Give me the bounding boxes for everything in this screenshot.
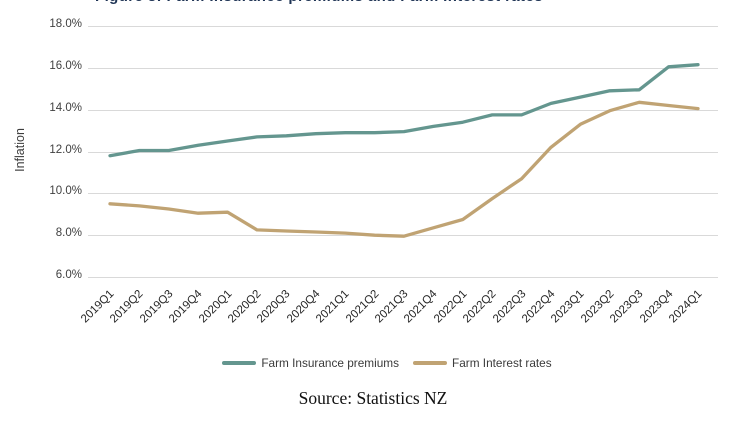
- y-tick-label: 12.0%: [49, 143, 82, 156]
- legend-swatch-insurance: [222, 361, 257, 365]
- legend-label-interest: Farm Interest rates: [452, 356, 552, 370]
- legend-label-insurance: Farm Insurance premiums: [261, 356, 399, 370]
- legend: Farm Insurance premiums Farm Interest ra…: [14, 356, 746, 370]
- y-tick-label: 10.0%: [49, 185, 82, 198]
- farm-insurance-premiums-line: [108, 63, 700, 158]
- gridline: [88, 109, 718, 111]
- y-tick-label: 16.0%: [49, 59, 82, 72]
- figure-title-text: Figure 3: Farm Insurance premiums and Fa…: [95, 0, 706, 5]
- clipped-figure-title: Figure 3: Farm Insurance premiums and Fa…: [95, 0, 706, 6]
- gridline: [88, 151, 718, 153]
- legend-item-farm-interest-rates: Farm Interest rates: [413, 356, 552, 370]
- plot-area: [88, 26, 718, 278]
- gridline: [88, 193, 718, 195]
- gridline: [88, 277, 718, 278]
- legend-swatch-interest: [413, 361, 447, 365]
- y-tick-label: 6.0%: [55, 269, 82, 281]
- source-caption: Source: Statistics NZ: [298, 388, 448, 408]
- y-tick-label: 8.0%: [55, 227, 82, 240]
- y-tick-label: 18.0%: [49, 18, 82, 30]
- gridline: [88, 67, 718, 69]
- gridline: [88, 26, 718, 27]
- line-series-canvas: [108, 63, 700, 238]
- legend-item-farm-insurance-premiums: Farm Insurance premiums: [222, 356, 399, 370]
- y-tick-label: 14.0%: [49, 101, 82, 114]
- farm-interest-rates-line: [108, 100, 700, 238]
